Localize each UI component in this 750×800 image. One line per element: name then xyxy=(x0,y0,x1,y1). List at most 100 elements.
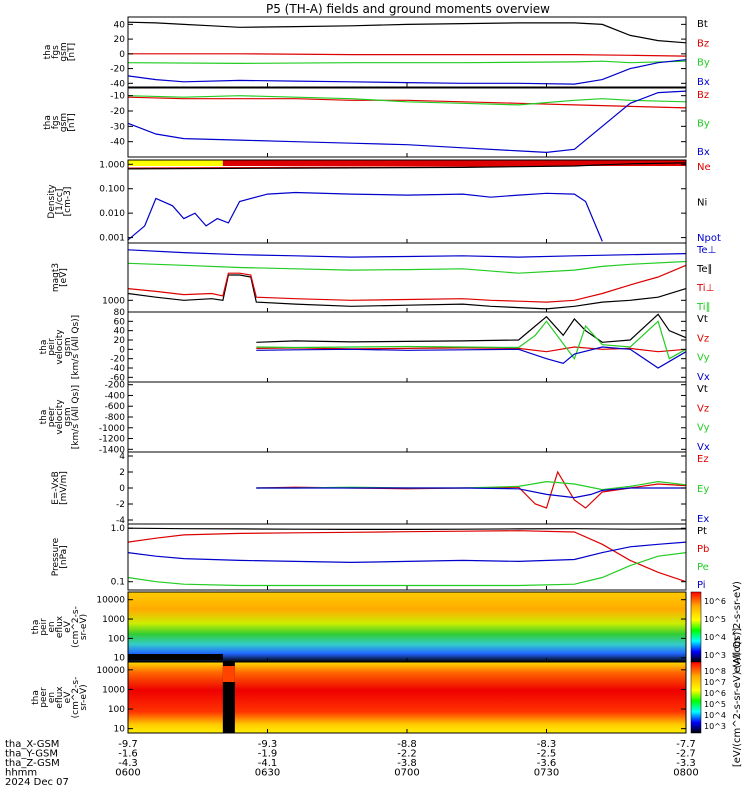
ylabel-line: en xyxy=(47,692,57,703)
panel-peer-spec: 10^8 10^7 10^6 10^5 10^4 10^3 [eV/(cm^2-s-sr-e… xyxy=(31,628,743,767)
ytick-label: 0 xyxy=(119,345,125,355)
legend-Te⊥: Te⊥ xyxy=(696,245,716,256)
series-Ex xyxy=(256,487,686,499)
xaxis-tick-label: -8.3 xyxy=(537,739,557,750)
legend-Ex: Ex xyxy=(697,514,709,525)
colorbar-tick-label: 10^8 xyxy=(704,667,726,676)
series-Pi xyxy=(127,541,687,564)
ytick-label: -40 xyxy=(110,79,125,89)
legend-Npot: Npot xyxy=(697,233,721,244)
ylabel-line: [mV/m] xyxy=(59,471,69,505)
legend-Pi: Pi xyxy=(697,580,706,591)
legend-Ti∥: Ti∥ xyxy=(696,302,711,313)
status-bar-left xyxy=(128,160,223,166)
ytick-label: 10000 xyxy=(96,596,125,606)
ytick-label: -400 xyxy=(105,391,126,401)
ylabel-line: gsm xyxy=(63,337,73,356)
ytick-label: 0.100 xyxy=(99,185,125,195)
xaxis-tick-label: -4.1 xyxy=(258,758,278,769)
colorbar-label: eV/(cm^2-s-sr-eV) xyxy=(732,581,743,673)
ytick-label: -200 xyxy=(105,381,126,391)
ytick-label: -20 xyxy=(110,65,125,75)
legend-Pb: Pb xyxy=(697,544,709,555)
ytick-label: -1400 xyxy=(99,445,125,455)
ylabel-line: sr-eV) xyxy=(79,614,89,640)
ytick-label: 40 xyxy=(114,327,126,337)
xaxis-tick-label: -2.5 xyxy=(537,749,557,760)
ytick-label: 1000 xyxy=(102,685,125,695)
xaxis-tick-label: -3.3 xyxy=(676,758,696,769)
low-energy-band xyxy=(128,654,223,660)
ylabel-line: eflux xyxy=(55,686,65,709)
ylabel-line: velocity xyxy=(55,329,65,365)
ytick-label: -600 xyxy=(105,402,126,412)
ylabel-line: tha xyxy=(39,410,49,425)
ylabel-line: [km/s (All Qs)] xyxy=(71,315,81,379)
series-Vz xyxy=(256,346,687,353)
legend-Vz: Vz xyxy=(697,403,709,414)
panel-peir-spec: 10^6 10^5 10^4 10^3 eV/(cm^2-s-sr-eV) 10000 10… xyxy=(31,581,743,673)
series-Vt xyxy=(256,313,687,343)
ylabel-line: [nT] xyxy=(67,43,77,61)
xaxis-tick-label: 0800 xyxy=(673,768,698,779)
xaxis-tick-label: 0730 xyxy=(534,768,559,779)
ylabel-line: Pressure xyxy=(51,537,61,576)
xaxis-tick-label: -4.3 xyxy=(118,758,138,769)
series-Bz xyxy=(127,96,687,109)
spectrogram-peir-spec xyxy=(128,592,686,662)
series-Pb xyxy=(127,530,687,583)
ylabel-line: en xyxy=(47,621,57,632)
ylabel-line: Density xyxy=(47,184,57,219)
legend-Ni: Ni xyxy=(697,198,707,209)
colorbar-tick-label: 10^3 xyxy=(704,722,726,731)
ytick-label: -10 xyxy=(110,92,125,102)
legend-Vz: Vz xyxy=(697,333,709,344)
ytick-label: 1.0 xyxy=(111,524,126,534)
xaxis-tick-label: -2.7 xyxy=(676,749,696,760)
ytick-label: 0 xyxy=(119,484,125,494)
legend-Te∥: Te∥ xyxy=(696,264,713,275)
ytick-label: 10000 xyxy=(96,666,125,676)
ylabel-line: velocity xyxy=(55,399,65,435)
ytick-label: -4 xyxy=(116,516,125,526)
ytick-label: -40 xyxy=(110,138,125,148)
series-Ti∥ xyxy=(127,260,687,274)
ytick-label: 100 xyxy=(108,705,125,715)
legend-Pe: Pe xyxy=(697,562,709,573)
series-Vy xyxy=(256,320,687,360)
xaxis-tick-label: -1.9 xyxy=(258,749,278,760)
ytick-label: 100 xyxy=(108,634,125,644)
legend-Bz: Bz xyxy=(697,38,709,49)
legend-Vt: Vt xyxy=(697,314,708,325)
ylabel-line: (cm^2-s- xyxy=(71,606,81,648)
ylabel-line: [1/cc] xyxy=(55,189,65,215)
panel-temperature: Te⊥ Te∥ Ti⊥ Ti∥ 1000 magt3[eV] xyxy=(51,242,716,313)
ytick-label: 1000 xyxy=(102,615,125,625)
xaxis-row-label: 2024 Dec 07 xyxy=(5,777,69,788)
xaxis-tick-label: 0600 xyxy=(115,768,140,779)
data-gap-band xyxy=(222,666,235,682)
xaxis-tick-label: -7.7 xyxy=(676,739,696,750)
legend-Bx: Bx xyxy=(697,147,710,158)
legend-Ey: Ey xyxy=(697,484,709,495)
ylabel-line: [nT] xyxy=(67,113,77,131)
ytick-label: 2 xyxy=(119,468,125,478)
series-Te∥ xyxy=(127,274,687,310)
series-Pt xyxy=(127,527,687,531)
ytick-label: -40 xyxy=(110,364,125,374)
ytick-label: -1200 xyxy=(99,435,125,445)
series-Bt xyxy=(127,21,687,44)
panel-pressure: Pt Pb Pe Pi 1.0 0.1 Pressure[nPa] xyxy=(51,523,709,591)
ytick-label: -2 xyxy=(116,500,125,510)
ylabel-line: eV xyxy=(63,691,73,704)
ytick-label: -1000 xyxy=(99,424,125,434)
legend-Bt: Bt xyxy=(697,19,708,30)
legend-By: By xyxy=(697,119,710,130)
ytick-label: -800 xyxy=(105,413,126,423)
legend-Bz: Bz xyxy=(697,90,709,101)
ylabel-line: [eV] xyxy=(59,268,69,287)
ytick-label: -20 xyxy=(110,355,125,365)
ylabel-line: fgs xyxy=(51,45,61,59)
